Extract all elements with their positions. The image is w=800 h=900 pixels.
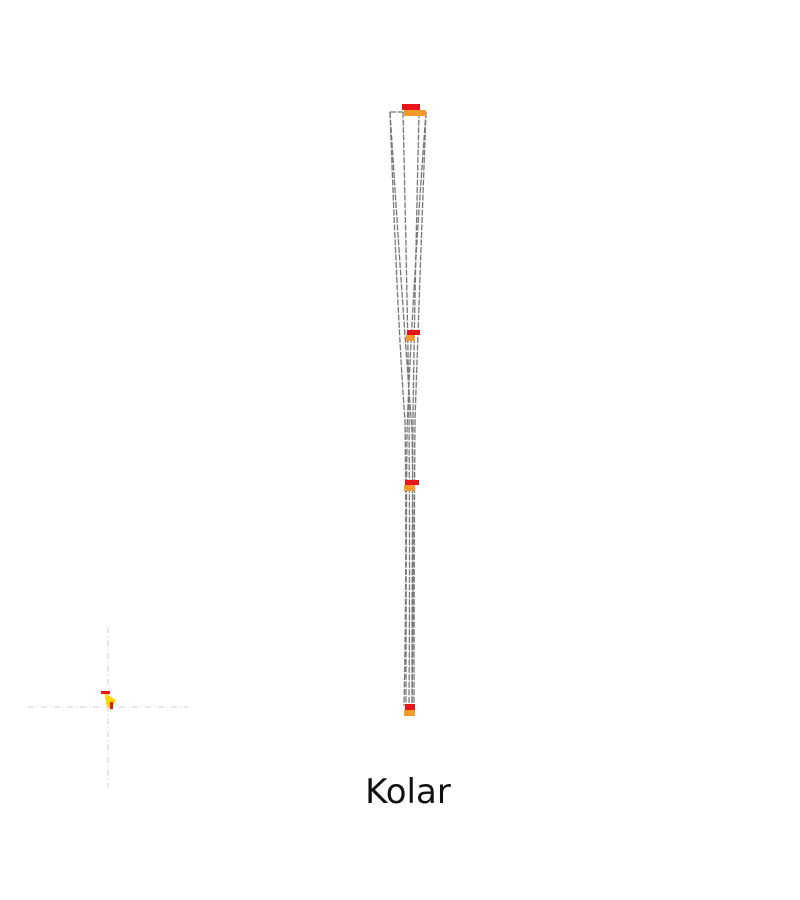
outline-cross-2 [405,111,427,707]
origin-marker-yellow [105,693,116,710]
outline-right-inner [411,111,420,707]
marker-upper-red [407,330,420,335]
marker-bottom [404,704,415,716]
crosshair [28,627,188,787]
origin-marker-red-top [101,691,110,694]
marker-middle [404,480,419,491]
marker-middle-orange [404,485,415,491]
diagram-title: Kolar [365,772,451,812]
marker-bottom-orange [404,710,415,716]
marker-upper-orange [406,335,415,341]
tower-outline [389,111,427,713]
marker-top [402,104,426,116]
origin-marker [101,691,116,710]
outline-right-outer [413,111,427,707]
marker-top-orange [404,110,426,116]
marker-middle-red [405,480,419,485]
marker-upper [406,330,420,341]
origin-marker-red-right [110,702,113,709]
marker-top-red [402,104,420,110]
marker-bottom-red [405,704,415,710]
outline-cross-1 [389,111,414,707]
outline-left-outer [389,111,407,707]
outline-left-inner [402,111,411,707]
